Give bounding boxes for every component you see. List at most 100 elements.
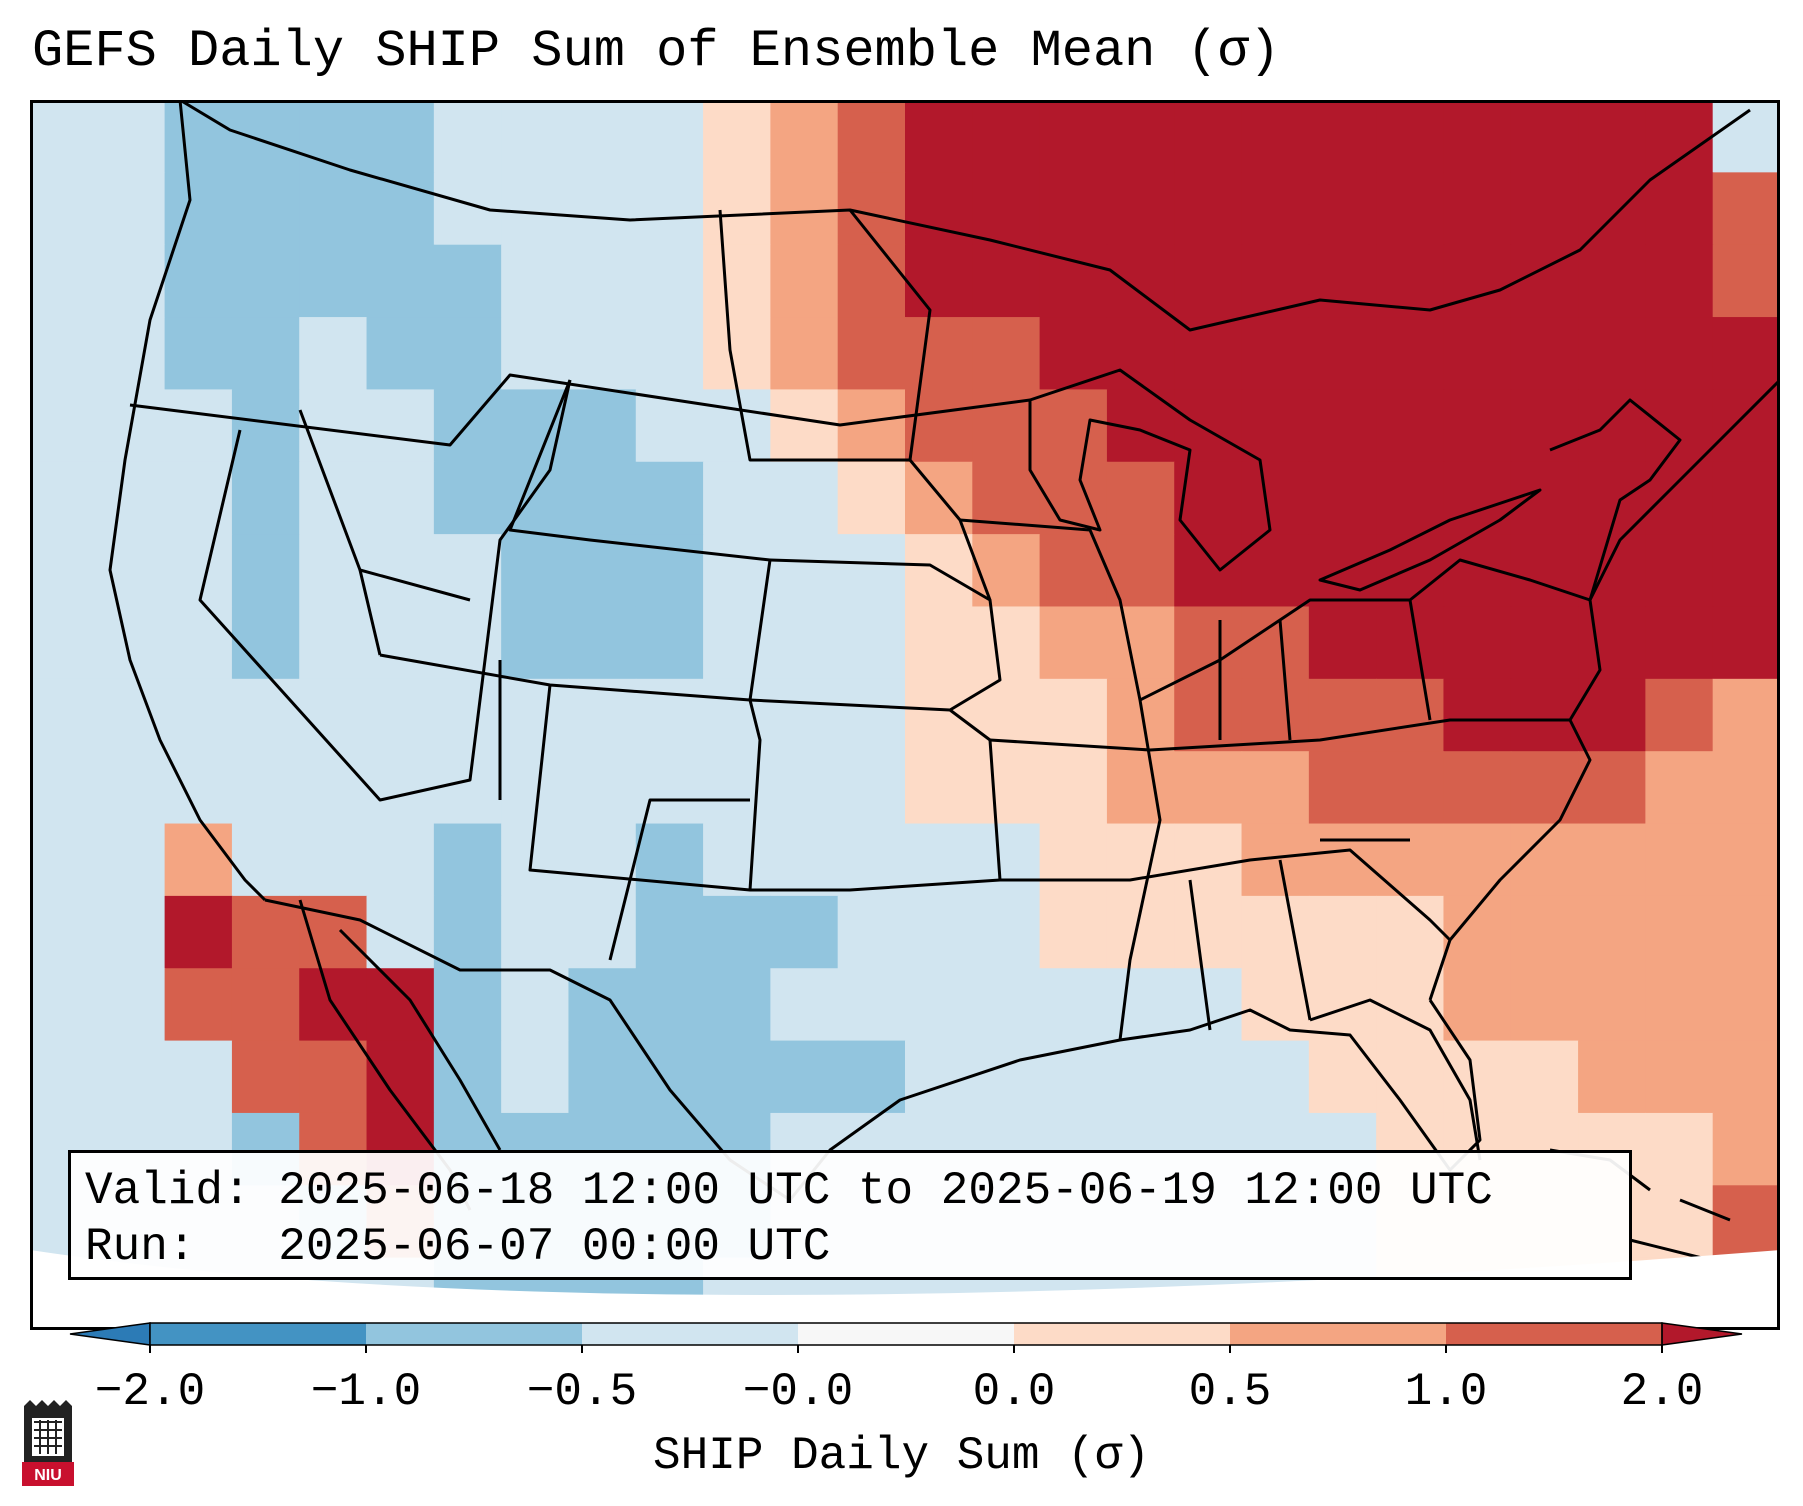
anomaly-cell	[770, 1040, 839, 1114]
anomaly-cell	[231, 461, 300, 535]
anomaly-cell	[770, 317, 839, 391]
anomaly-cell	[568, 100, 637, 173]
anomaly-cell	[1241, 678, 1310, 752]
anomaly-cell	[1578, 678, 1646, 752]
colorbar-tick-label: 0.5	[1188, 1366, 1272, 1418]
anomaly-cell	[501, 389, 570, 463]
anomaly-cell	[433, 895, 502, 969]
anomaly-cell	[164, 606, 233, 680]
colorbar-bin	[798, 1323, 1014, 1345]
anomaly-cell	[1645, 895, 1714, 969]
state-lines-8	[848, 209, 932, 461]
anomaly-cell	[703, 895, 771, 969]
anomaly-cell	[366, 823, 435, 897]
anomaly-cell	[366, 968, 435, 1042]
anomaly-cell	[299, 678, 368, 752]
anomaly-cell	[231, 244, 300, 318]
anomaly-cell	[501, 172, 570, 246]
anomaly-cell	[1241, 534, 1310, 608]
anomaly-cell	[1376, 100, 1445, 173]
anomaly-cell	[1645, 823, 1714, 897]
anomaly-cell	[1712, 317, 1780, 391]
anomaly-cell	[1106, 751, 1175, 825]
colorbar-bin	[1230, 1323, 1446, 1345]
anomaly-cell	[1174, 968, 1243, 1042]
anomaly-cell	[164, 968, 233, 1042]
anomaly-cell	[568, 534, 637, 608]
anomaly-cell	[1376, 389, 1445, 463]
anomaly-cell	[1376, 678, 1445, 752]
anomaly-cell	[1174, 317, 1243, 391]
anomaly-cell	[299, 317, 368, 391]
anomaly-cell	[1241, 461, 1310, 535]
state-lines-2	[198, 379, 572, 802]
anomaly-cell	[366, 895, 435, 969]
anomaly-cell	[1241, 100, 1310, 173]
anomaly-cell	[1174, 1040, 1243, 1114]
anomaly-cell	[97, 461, 166, 535]
anomaly-cell	[433, 534, 502, 608]
anomaly-cell	[231, 968, 300, 1042]
anomaly-cell	[770, 389, 839, 463]
anomaly-cell	[1174, 895, 1243, 969]
anomaly-cell	[770, 100, 839, 173]
anomaly-cell	[1174, 751, 1243, 825]
anomaly-cell	[164, 389, 233, 463]
anomaly-cell	[97, 751, 166, 825]
anomaly-cell	[1645, 1112, 1714, 1186]
anomaly-cell	[837, 244, 906, 318]
anomaly-cell	[1241, 751, 1310, 825]
anomaly-cell	[1443, 751, 1512, 825]
anomaly-cell	[1376, 1040, 1445, 1114]
anomaly-cell	[972, 823, 1041, 897]
anomaly-cell	[1106, 461, 1175, 535]
anomaly-cell	[1106, 317, 1175, 391]
anomaly-cell	[1578, 317, 1646, 391]
anomaly-cell	[905, 317, 973, 391]
anomaly-cell	[568, 244, 637, 318]
anomaly-cell	[299, 534, 368, 608]
anomaly-cell	[97, 606, 166, 680]
anomaly-cell	[703, 172, 771, 246]
anomaly-cell	[905, 678, 973, 752]
anomaly-cell	[635, 172, 704, 246]
anomaly-cell	[837, 606, 906, 680]
anomaly-cell	[97, 823, 166, 897]
colorbar-bin	[366, 1323, 582, 1345]
anomaly-cell	[1308, 606, 1377, 680]
anomaly-cell	[30, 100, 98, 173]
anomaly-cell	[299, 751, 368, 825]
state-lines-14	[1218, 599, 1432, 741]
anomaly-cell	[905, 968, 973, 1042]
anomaly-cell	[1241, 1040, 1310, 1114]
anomaly-cell	[30, 678, 98, 752]
anomaly-cell	[1106, 678, 1175, 752]
run-time: 2025-06-07 00:00 UTC	[278, 1221, 831, 1273]
anomaly-cell	[1174, 244, 1243, 318]
anomaly-cell	[1510, 751, 1579, 825]
west-coast	[108, 100, 267, 902]
anomaly-cell	[770, 244, 839, 318]
anomaly-cell	[1106, 172, 1175, 246]
anomaly-cell	[299, 172, 368, 246]
anomaly-cell	[1443, 823, 1512, 897]
anomaly-cell	[231, 823, 300, 897]
colorbar-bin	[150, 1323, 366, 1345]
anomaly-cell	[1039, 968, 1108, 1042]
anomaly-cell	[905, 606, 973, 680]
state-lines-12	[1000, 848, 1452, 942]
gulf-coast	[788, 999, 1482, 1201]
anomaly-cell	[1645, 534, 1714, 608]
anomaly-cell	[1578, 968, 1646, 1042]
anomaly-cell	[501, 1040, 570, 1114]
anomaly-cell	[30, 534, 98, 608]
anomaly-cell	[837, 461, 906, 535]
anomaly-cell	[1712, 389, 1780, 463]
anomaly-cell	[972, 1040, 1041, 1114]
anomaly-cell	[231, 100, 300, 173]
anomaly-cell	[568, 606, 637, 680]
anomaly-cell	[433, 678, 502, 752]
anomaly-cell	[905, 1040, 973, 1114]
anomaly-cell	[231, 1040, 300, 1114]
anomaly-cell	[1308, 172, 1377, 246]
